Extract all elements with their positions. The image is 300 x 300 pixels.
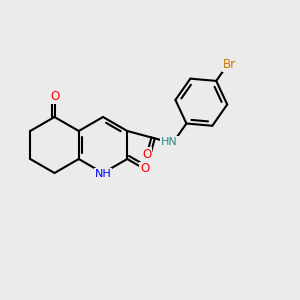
Text: HN: HN (161, 137, 178, 147)
Text: O: O (140, 163, 149, 176)
Text: NH: NH (94, 169, 111, 179)
Text: Br: Br (223, 58, 236, 71)
Text: O: O (142, 148, 152, 161)
Text: O: O (50, 91, 59, 103)
